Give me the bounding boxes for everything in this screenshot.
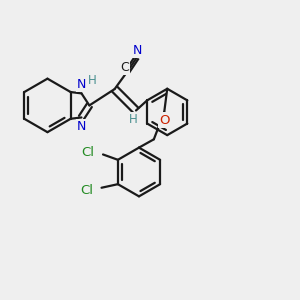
Text: Cl: Cl <box>82 146 95 159</box>
Text: N: N <box>77 78 86 91</box>
Text: O: O <box>159 114 169 127</box>
Text: Cl: Cl <box>80 184 93 196</box>
Text: C: C <box>120 61 129 74</box>
Text: N: N <box>133 44 142 57</box>
Text: H: H <box>129 113 138 127</box>
Text: N: N <box>77 120 86 133</box>
Text: H: H <box>88 74 96 86</box>
